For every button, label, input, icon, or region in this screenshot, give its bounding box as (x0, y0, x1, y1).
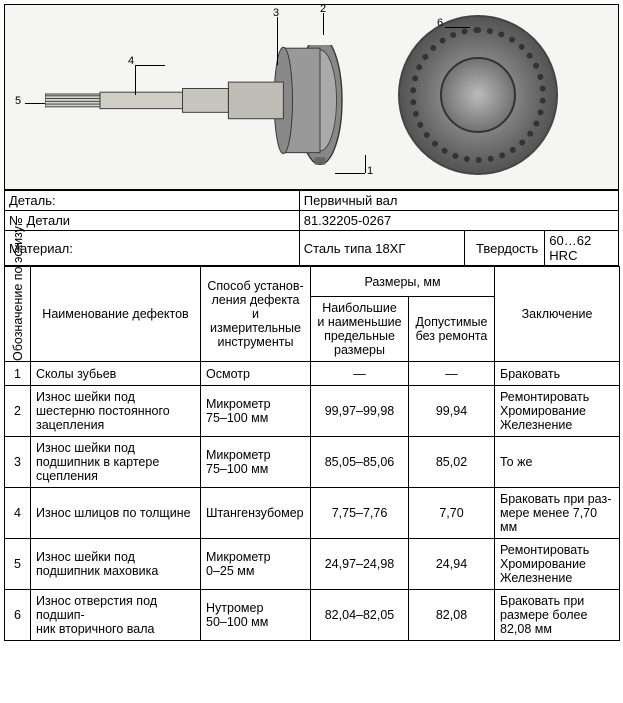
meta-table: Деталь: Первичный вал № Детали 81.32205-… (4, 190, 619, 266)
hdr-size1: Наибольшие и наименьшие предельные разме… (311, 297, 409, 362)
hdr-size2: Допустимые без ремонта (409, 297, 495, 362)
row-defect-name: Износ шейки под шестерню постоянного зац… (31, 386, 201, 437)
row-size-allowed: 7,70 (409, 488, 495, 539)
hdr-conclusion: Заключение (495, 267, 620, 362)
row-defect-name: Износ шейки под подшипник маховика (31, 539, 201, 590)
row-conclusion: Браковать (495, 362, 620, 386)
defect-table: Обозначение по эскизу Наименование дефек… (4, 266, 620, 641)
table-row: 1Сколы зубьевОсмотр——Браковать (5, 362, 620, 386)
row-method: Микрометр 75–100 мм (201, 386, 311, 437)
callout-6: 6 (437, 17, 443, 29)
row-defect-name: Сколы зубьев (31, 362, 201, 386)
callout-3: 3 (273, 7, 279, 19)
row-num: 5 (5, 539, 31, 590)
row-size-limits: 85,05–85,06 (311, 437, 409, 488)
row-conclusion: Браковать при раз- мере менее 7,70 мм (495, 488, 620, 539)
row-size-allowed: 24,94 (409, 539, 495, 590)
table-row: 3Износ шейки под подшипник в картере сце… (5, 437, 620, 488)
part-value: Первичный вал (299, 191, 618, 211)
material-value: Сталь типа 18ХГ (299, 231, 465, 266)
row-size-allowed: 82,08 (409, 590, 495, 641)
row-conclusion: Ремонтировать Хромирование Железнение (495, 539, 620, 590)
hdr-method: Способ установ- ления дефекта и измерите… (201, 267, 311, 362)
hdr-sizes: Размеры, мм (311, 267, 495, 297)
row-size-allowed: — (409, 362, 495, 386)
row-defect-name: Износ шлицов по толщине (31, 488, 201, 539)
row-conclusion: Браковать при размере более 82,08 мм (495, 590, 620, 641)
row-size-limits: 82,04–82,05 (311, 590, 409, 641)
row-size-limits: — (311, 362, 409, 386)
row-method: Микрометр 0–25 мм (201, 539, 311, 590)
row-size-limits: 7,75–7,76 (311, 488, 409, 539)
hardness-value: 60…62 HRC (545, 231, 619, 266)
row-size-allowed: 99,94 (409, 386, 495, 437)
technical-drawing: 1 2 3 4 5 6 (4, 4, 619, 190)
row-num: 6 (5, 590, 31, 641)
callout-2: 2 (320, 4, 326, 15)
table-row: 5Износ шейки под подшипник маховикаМикро… (5, 539, 620, 590)
row-num: 1 (5, 362, 31, 386)
hdr-sketch: Обозначение по эскизу (5, 267, 31, 362)
shaft-svg (45, 45, 375, 165)
row-size-limits: 24,97–24,98 (311, 539, 409, 590)
callout-5: 5 (15, 95, 21, 107)
row-num: 4 (5, 488, 31, 539)
partno-label: № Детали (5, 211, 300, 231)
row-method: Осмотр (201, 362, 311, 386)
row-defect-name: Износ отверстия под подшип- ник вторично… (31, 590, 201, 641)
hdr-name: Наименование дефектов (31, 267, 201, 362)
row-method: Штангензубомер (201, 488, 311, 539)
callout-1: 1 (367, 165, 373, 177)
callout-4: 4 (128, 55, 134, 67)
table-row: 6Износ отверстия под подшип- ник вторичн… (5, 590, 620, 641)
row-size-allowed: 85,02 (409, 437, 495, 488)
row-conclusion: Ремонтировать Хромирование Железнение (495, 386, 620, 437)
material-label: Материал: (5, 231, 300, 266)
hardness-label: Твердость (465, 231, 545, 266)
partno-value: 81.32205-0267 (299, 211, 618, 231)
row-method: Нутромер 50–100 мм (201, 590, 311, 641)
table-row: 4Износ шлицов по толщинеШтангензубомер7,… (5, 488, 620, 539)
row-num: 3 (5, 437, 31, 488)
row-num: 2 (5, 386, 31, 437)
row-conclusion: То же (495, 437, 620, 488)
row-method: Микрометр 75–100 мм (201, 437, 311, 488)
row-defect-name: Износ шейки под подшипник в картере сцеп… (31, 437, 201, 488)
table-row: 2Износ шейки под шестерню постоянного за… (5, 386, 620, 437)
row-size-limits: 99,97–99,98 (311, 386, 409, 437)
gear-end-view (398, 15, 558, 175)
part-label: Деталь: (5, 191, 300, 211)
